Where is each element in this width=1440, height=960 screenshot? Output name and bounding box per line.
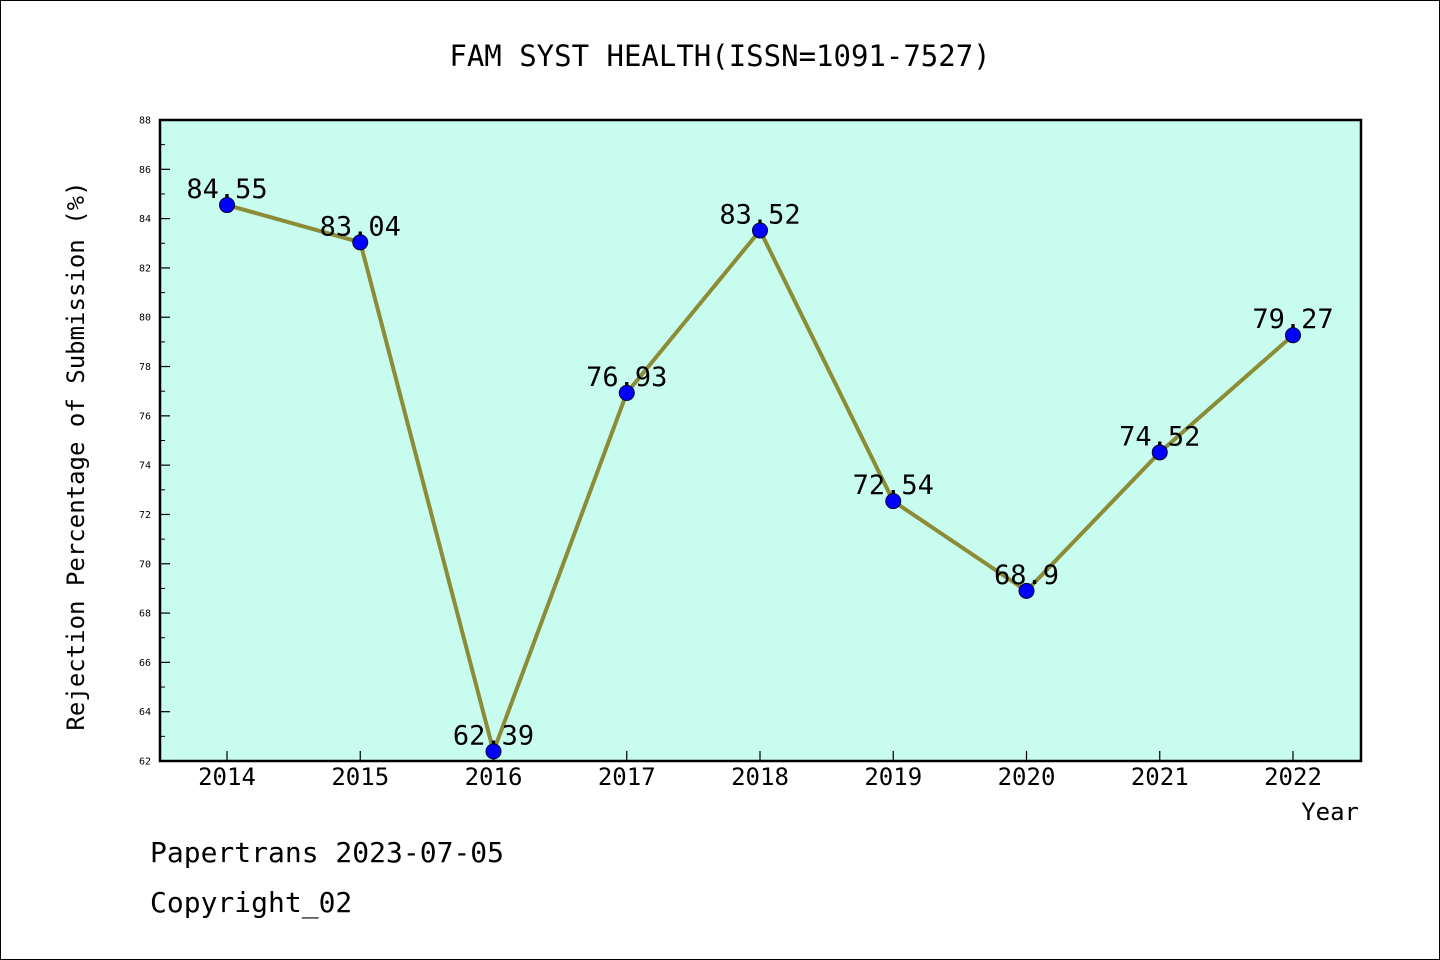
x-tick-label: 2017 [598,763,656,791]
data-label: 76.93 [586,362,667,393]
y-tick-label: 88 [139,116,151,127]
data-point-marker [219,197,235,214]
copyright-text: Copyright_02 [150,886,353,919]
data-point-marker [352,234,369,251]
y-tick-label: 64 [139,707,151,718]
data-point-marker [618,384,635,401]
data-label: 68.9 [994,560,1059,591]
data-point-marker [1285,327,1301,344]
data-label: 84.55 [186,174,267,205]
data-point-marker [885,493,902,510]
data-point-marker [1018,582,1035,599]
y-axis: 62 64 66 68 70 72 74 76 78 80 82 84 86 88 [139,116,170,768]
y-tick-label: 78 [139,362,151,373]
y-tick-label: 62 [139,757,151,768]
y-tick-label: 86 [139,165,151,176]
x-axis-label: Year [1301,798,1359,826]
data-label-group: 84.55 83.04 62.39 76.93 83.52 72.54 68.9 74.52 7… [186,174,1333,751]
chart-title: FAM SYST HEALTH(ISSN=1091-7527) [449,39,990,73]
data-point-marker [1151,444,1168,461]
data-label: 83.52 [719,199,800,230]
x-tick-label: 2015 [331,763,389,791]
y-tick-label: 70 [139,559,151,570]
x-tick-label: 2019 [864,763,922,791]
data-label: 83.04 [320,211,401,242]
source-date-text: Papertrans 2023-07-05 [150,836,505,869]
data-label: 62.39 [453,720,534,751]
x-axis: 2014 2015 2016 2017 2018 2019 2020 2021 2022 [198,751,1322,791]
data-label: 74.52 [1119,421,1200,452]
data-point-marker [485,743,502,760]
x-tick-label: 2016 [465,763,523,791]
y-tick-label: 76 [139,411,151,422]
y-tick-label: 68 [139,609,151,620]
y-tick-label: 74 [139,461,151,472]
y-tick-label: 82 [139,263,151,274]
y-tick-label: 66 [139,658,151,669]
y-tick-label: 72 [139,510,151,521]
series-line-group [219,197,1301,760]
x-tick-label: 2021 [1131,763,1189,791]
y-tick-label: 80 [139,313,151,324]
x-tick-label: 2014 [198,763,256,791]
x-tick-label: 2022 [1264,763,1322,791]
y-tick-label: 84 [139,214,151,225]
x-tick-label: 2020 [998,763,1056,791]
y-axis-label: Rejection Percentage of Submission (%) [62,181,90,730]
x-tick-label: 2018 [731,763,789,791]
data-point-marker [752,222,768,239]
data-label: 72.54 [853,470,934,501]
data-label: 79.27 [1252,304,1333,335]
